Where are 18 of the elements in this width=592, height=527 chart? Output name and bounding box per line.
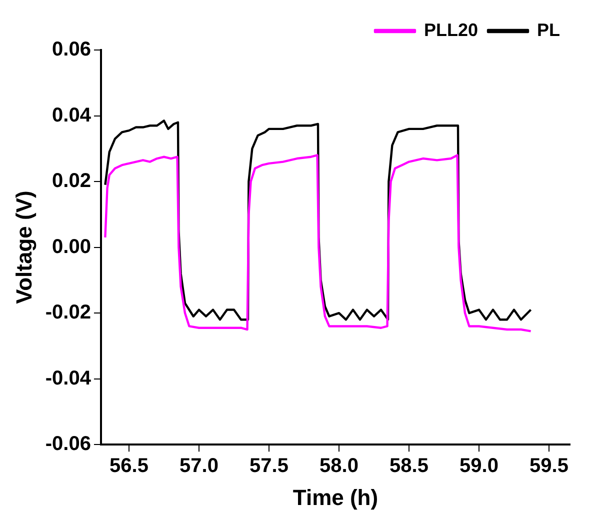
y-tick-label: 0.04	[52, 104, 92, 126]
x-tick-label: 58.0	[320, 455, 358, 478]
y-tick-label: -0.04	[45, 367, 92, 390]
legend-label: PL	[537, 20, 560, 40]
y-axis-title: Voltage (V)	[11, 190, 36, 304]
y-tick-label: 0.00	[52, 236, 91, 258]
x-tick-label: 59.5	[530, 455, 568, 478]
x-tick-label: 57.5	[250, 455, 288, 478]
x-tick-label: 57.0	[180, 455, 218, 478]
y-tick-label: 0.06	[52, 38, 91, 61]
y-tick-label: 0.02	[52, 170, 91, 192]
legend-label: PLL20	[424, 20, 478, 40]
x-tick-label: 59.0	[460, 455, 498, 478]
x-axis-title: Time (h)	[292, 484, 378, 510]
x-tick-label: 56.5	[110, 455, 148, 478]
x-tick-label: 58.5	[390, 455, 428, 478]
y-tick-label: -0.06	[45, 433, 91, 456]
y-tick-label: -0.02	[45, 302, 91, 324]
